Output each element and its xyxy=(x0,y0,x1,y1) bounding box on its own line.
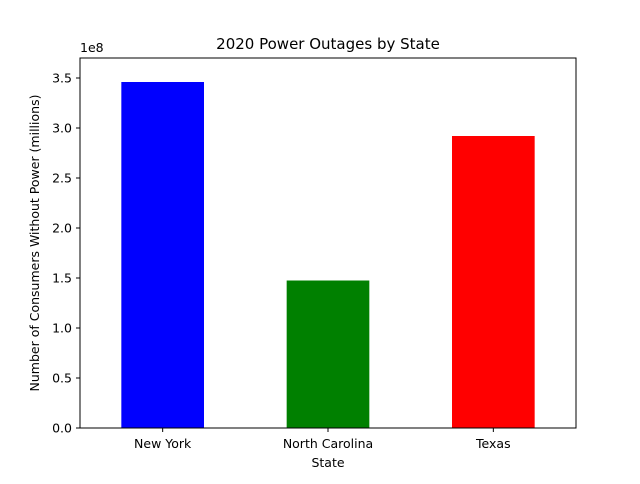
chart-title: 2020 Power Outages by State xyxy=(216,35,440,53)
x-tick-label: North Carolina xyxy=(283,436,373,451)
y-axis-ticks: 0.0 0.5 1.0 1.5 2.0 2.5 3.0 3.5 xyxy=(52,71,80,436)
y-tick-label: 2.0 xyxy=(52,221,72,236)
y-tick-label: 1.0 xyxy=(52,321,72,336)
bar-new-york xyxy=(121,82,204,428)
x-axis-ticks: New York North Carolina Texas xyxy=(134,428,511,451)
y-tick-label: 0.0 xyxy=(52,421,72,436)
bar-north-carolina xyxy=(286,280,370,428)
x-tick-label: Texas xyxy=(475,436,511,451)
y-tick-label: 0.5 xyxy=(52,371,72,386)
y-tick-label: 2.5 xyxy=(52,171,72,186)
plot-area xyxy=(121,82,535,428)
x-tick-label: New York xyxy=(134,436,192,451)
x-axis-label: State xyxy=(311,455,344,470)
plot-frame xyxy=(79,57,577,429)
y-tick-label: 3.0 xyxy=(52,121,72,136)
y-tick-label: 3.5 xyxy=(52,71,72,86)
y-axis-label: Number of Consumers Without Power (milli… xyxy=(27,95,42,392)
y-axis-offset-label: 1e8 xyxy=(80,40,104,55)
y-tick-label: 1.5 xyxy=(52,271,72,286)
bar-texas xyxy=(452,136,535,428)
